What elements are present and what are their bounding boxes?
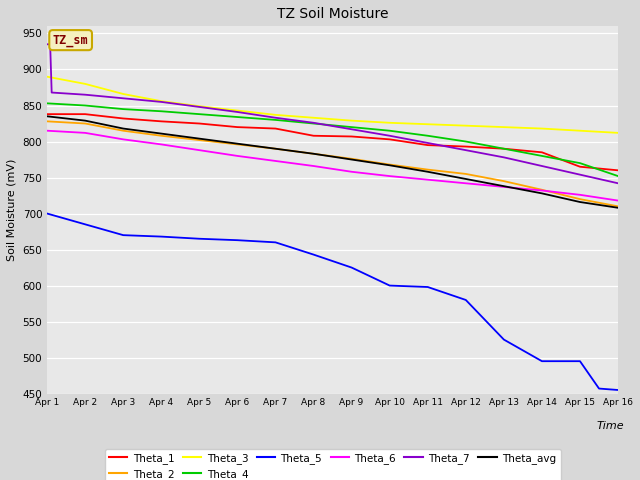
Text: TZ_sm: TZ_sm — [53, 34, 88, 47]
Text: Time: Time — [596, 421, 624, 431]
Legend: Theta_1, Theta_2, Theta_3, Theta_4, Theta_5, Theta_6, Theta_7, Theta_avg: Theta_1, Theta_2, Theta_3, Theta_4, Thet… — [104, 448, 561, 480]
Title: TZ Soil Moisture: TZ Soil Moisture — [277, 7, 388, 21]
Y-axis label: Soil Moisture (mV): Soil Moisture (mV) — [7, 159, 17, 261]
